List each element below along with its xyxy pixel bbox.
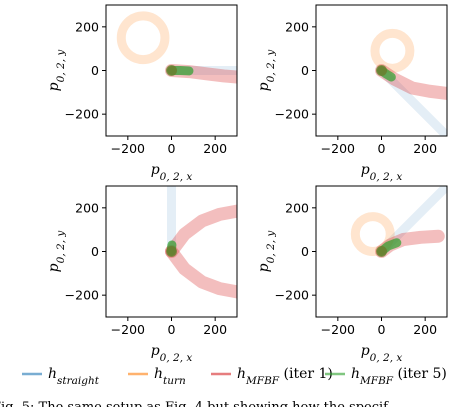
x-tick-label-bottom-right-0: −200 bbox=[321, 322, 355, 337]
start-cluster-top-right bbox=[376, 65, 387, 76]
trajectory-straight-top-right bbox=[377, 66, 447, 136]
x-axis-label-bottom-left: p0, 2, x bbox=[151, 343, 193, 364]
panel-top-left: −200 0 200 200 0 −200 bbox=[65, 4, 238, 156]
start-cluster-bottom-left bbox=[166, 246, 177, 257]
trajectory-turn-top-left bbox=[116, 11, 170, 65]
y-tick-label-top-right-2: −200 bbox=[275, 107, 309, 122]
x-tick-label-top-right-0: −200 bbox=[321, 141, 355, 156]
y-tick-label-bottom-right-0: 200 bbox=[285, 200, 309, 215]
start-cluster-bottom-right bbox=[376, 246, 387, 257]
y-tick-label-bottom-left-1: 0 bbox=[91, 244, 99, 259]
y-axis-label-bottom-right: p0, 2, y bbox=[256, 230, 277, 273]
y-tick-label-bottom-right-2: −200 bbox=[275, 288, 309, 303]
x-tick-label-bottom-left-1: 0 bbox=[168, 322, 176, 337]
trajectory-turn-top-right bbox=[370, 28, 415, 73]
x-tick-label-top-left-0: −200 bbox=[111, 141, 145, 156]
plot-area-top-left bbox=[116, 11, 237, 84]
y-tick-label-bottom-left-2: −200 bbox=[65, 288, 99, 303]
start-cluster-top-left bbox=[166, 65, 177, 76]
trajectory-turn-bottom-right bbox=[350, 212, 395, 257]
y-axis-label-top-right: p0, 2, y bbox=[256, 49, 277, 92]
x-tick-label-bottom-right-2: 200 bbox=[413, 322, 437, 337]
y-tick-label-top-right-0: 200 bbox=[285, 19, 309, 34]
x-axis-label-top-left: p0, 2, x bbox=[151, 162, 193, 183]
panel-bottom-left: −200 0 200 200 0 −200 bbox=[65, 185, 238, 337]
x-tick-label-top-left-2: 200 bbox=[203, 141, 227, 156]
plot-area-top-right bbox=[370, 28, 447, 136]
y-axis-label-top-left: p0, 2, y bbox=[46, 49, 67, 92]
panel-top-right: −200 0 200 200 0 −200 bbox=[275, 4, 448, 156]
legend-label-2: hMFBF (iter 1) bbox=[237, 366, 333, 387]
x-axis-label-bottom-right: p0, 2, x bbox=[361, 343, 403, 364]
legend-label-3: hMFBF (iter 5) bbox=[351, 366, 447, 387]
y-tick-label-bottom-left-0: 200 bbox=[75, 200, 99, 215]
x-tick-label-top-right-1: 0 bbox=[378, 141, 386, 156]
y-tick-label-top-left-0: 200 bbox=[75, 19, 99, 34]
y-tick-label-bottom-right-1: 0 bbox=[301, 244, 309, 259]
x-tick-label-top-right-2: 200 bbox=[413, 141, 437, 156]
y-tick-label-top-right-1: 0 bbox=[301, 63, 309, 78]
y-tick-label-top-left-2: −200 bbox=[65, 107, 99, 122]
x-axis-label-top-right: p0, 2, x bbox=[361, 162, 403, 183]
plot-area-bottom-left bbox=[165, 186, 237, 299]
y-axis-label-bottom-left: p0, 2, y bbox=[46, 230, 67, 273]
x-tick-label-bottom-left-0: −200 bbox=[111, 322, 145, 337]
trajectory-mfbf-iter1-bottom-left bbox=[165, 204, 237, 258]
trajectory-mfbf-iter1-b-bottom-left bbox=[165, 245, 237, 299]
panel-bottom-right: −200 0 200 200 0 −200 bbox=[275, 185, 448, 337]
legend-label-0: hstraight bbox=[48, 366, 100, 387]
x-tick-label-top-left-1: 0 bbox=[168, 141, 176, 156]
plot-area-bottom-right bbox=[350, 186, 447, 258]
legend-label-1: hturn bbox=[154, 366, 186, 387]
y-tick-label-top-left-1: 0 bbox=[91, 63, 99, 78]
x-tick-label-bottom-right-1: 0 bbox=[378, 322, 386, 337]
figure-caption: Fig. 5: The same setup as Fig. 4 but sho… bbox=[0, 400, 389, 407]
x-tick-label-bottom-left-2: 200 bbox=[203, 322, 227, 337]
